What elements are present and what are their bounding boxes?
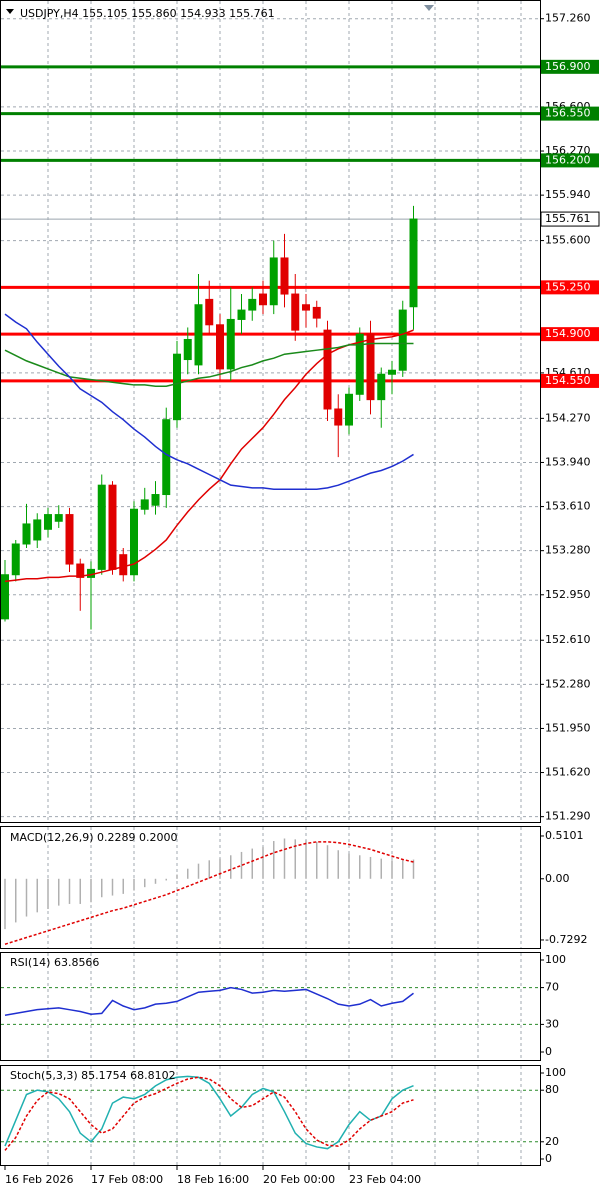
- candle-body: [22, 523, 31, 545]
- panel-title: USDJPY,H4 155.105 155.860 154.933 155.76…: [20, 7, 275, 20]
- level-tag: [541, 280, 599, 295]
- candle-body: [183, 338, 192, 361]
- candle-body: [388, 369, 396, 375]
- candle-body: [248, 298, 257, 311]
- x-tick-label: 16 Feb 2026: [5, 1173, 73, 1186]
- y-tick-label: 0: [545, 1152, 552, 1165]
- y-tick-label: 100: [545, 953, 566, 966]
- y-tick-label: 155.940: [545, 188, 591, 201]
- candle-body: [97, 484, 106, 570]
- level-tag: [541, 106, 599, 121]
- rsi-line: [4, 986, 414, 1016]
- candle-body: [205, 298, 214, 326]
- level-tag: [541, 153, 599, 168]
- last-price-tag: [540, 211, 600, 227]
- y-tick-label: 151.290: [545, 810, 591, 823]
- level-tag: [541, 373, 599, 388]
- panel-frame: [0, 826, 541, 949]
- y-tick-label: 154.270: [545, 411, 591, 424]
- level-tag-label: 155.250: [545, 280, 591, 293]
- x-tick-label: 17 Feb 08:00: [91, 1173, 163, 1186]
- y-tick-label: 100: [545, 1066, 566, 1079]
- y-tick-label: 153.610: [545, 500, 591, 513]
- candle-body: [130, 508, 138, 576]
- panel-frame: [0, 0, 541, 823]
- level-tag: [541, 327, 599, 342]
- candle-body: [291, 293, 300, 331]
- candle-body: [151, 494, 160, 506]
- y-tick-label: 152.280: [545, 677, 591, 690]
- candle-body: [409, 218, 418, 308]
- candle-body: [54, 514, 63, 522]
- y-tick-label: 152.950: [545, 588, 591, 601]
- x-tick-label: 20 Feb 00:00: [263, 1173, 335, 1186]
- candle-body: [1, 574, 9, 620]
- y-tick-label: 153.940: [545, 455, 591, 468]
- candle-body: [345, 393, 353, 426]
- candle-body: [216, 324, 224, 370]
- candle-body: [312, 306, 321, 319]
- candle-body: [173, 353, 181, 421]
- candle-body: [334, 408, 343, 426]
- candle-body: [259, 293, 267, 306]
- level-tag-label: 156.900: [545, 60, 591, 73]
- y-tick-label: 80: [545, 1083, 559, 1096]
- last-price-label: 155.761: [545, 212, 591, 225]
- panel-title: Stoch(5,3,3) 85.1754 68.8102: [10, 1069, 176, 1082]
- candle-body: [377, 373, 386, 401]
- y-tick-label: 70: [545, 981, 559, 994]
- panel-title: RSI(14) 63.8566: [10, 956, 99, 969]
- candle-body: [194, 304, 203, 366]
- level-tag-label: 154.550: [545, 374, 591, 387]
- moving-average: [4, 313, 414, 490]
- stoch-signal: [4, 1076, 414, 1151]
- candle-body: [76, 563, 85, 578]
- candle-body: [398, 309, 407, 371]
- candle-body: [108, 484, 117, 570]
- x-tick-label: 23 Feb 04:00: [349, 1173, 421, 1186]
- panel-frame: [0, 952, 541, 1061]
- level-tag-label: 156.550: [545, 107, 591, 120]
- moving-average: [4, 342, 414, 388]
- y-tick-label: 0.5101: [545, 829, 584, 842]
- candle-body: [140, 499, 149, 510]
- y-tick-label: 151.620: [545, 766, 591, 779]
- y-tick-label: 0.00: [545, 872, 570, 885]
- candle-body: [323, 329, 332, 410]
- candle-body: [366, 333, 375, 401]
- panel-frame: [0, 1065, 541, 1166]
- stoch-main: [4, 1075, 414, 1150]
- y-tick-label: -0.7292: [545, 933, 587, 946]
- candle-body: [302, 304, 310, 311]
- panel-title: MACD(12,26,9) 0.2289 0.2000: [10, 831, 178, 844]
- candle-body: [119, 554, 128, 576]
- y-tick-label: 0: [545, 1045, 552, 1058]
- candle-body: [65, 514, 74, 565]
- y-tick-label: 151.950: [545, 721, 591, 734]
- y-tick-label: 152.610: [545, 633, 591, 646]
- x-tick-label: 18 Feb 16:00: [177, 1173, 249, 1186]
- y-tick-label: 153.280: [545, 544, 591, 557]
- candle-body: [226, 318, 235, 370]
- level-tag-label: 154.900: [545, 327, 591, 340]
- candle-body: [237, 309, 246, 320]
- y-tick-label: 155.600: [545, 234, 591, 247]
- level-tag-label: 156.200: [545, 153, 591, 166]
- level-tag: [541, 59, 599, 74]
- macd-signal: [4, 841, 414, 945]
- candle-body: [355, 333, 364, 395]
- y-tick-label: 20: [545, 1135, 559, 1148]
- shift-marker: [424, 5, 434, 11]
- menu-arrow: [6, 9, 14, 14]
- candle-body: [11, 543, 20, 576]
- candle-body: [162, 419, 171, 496]
- candle-body: [44, 514, 52, 530]
- candle-body: [269, 257, 278, 306]
- y-tick-label: 30: [545, 1017, 559, 1030]
- y-tick-label: 157.260: [545, 12, 591, 25]
- candle-body: [280, 257, 289, 295]
- candle-body: [33, 519, 42, 541]
